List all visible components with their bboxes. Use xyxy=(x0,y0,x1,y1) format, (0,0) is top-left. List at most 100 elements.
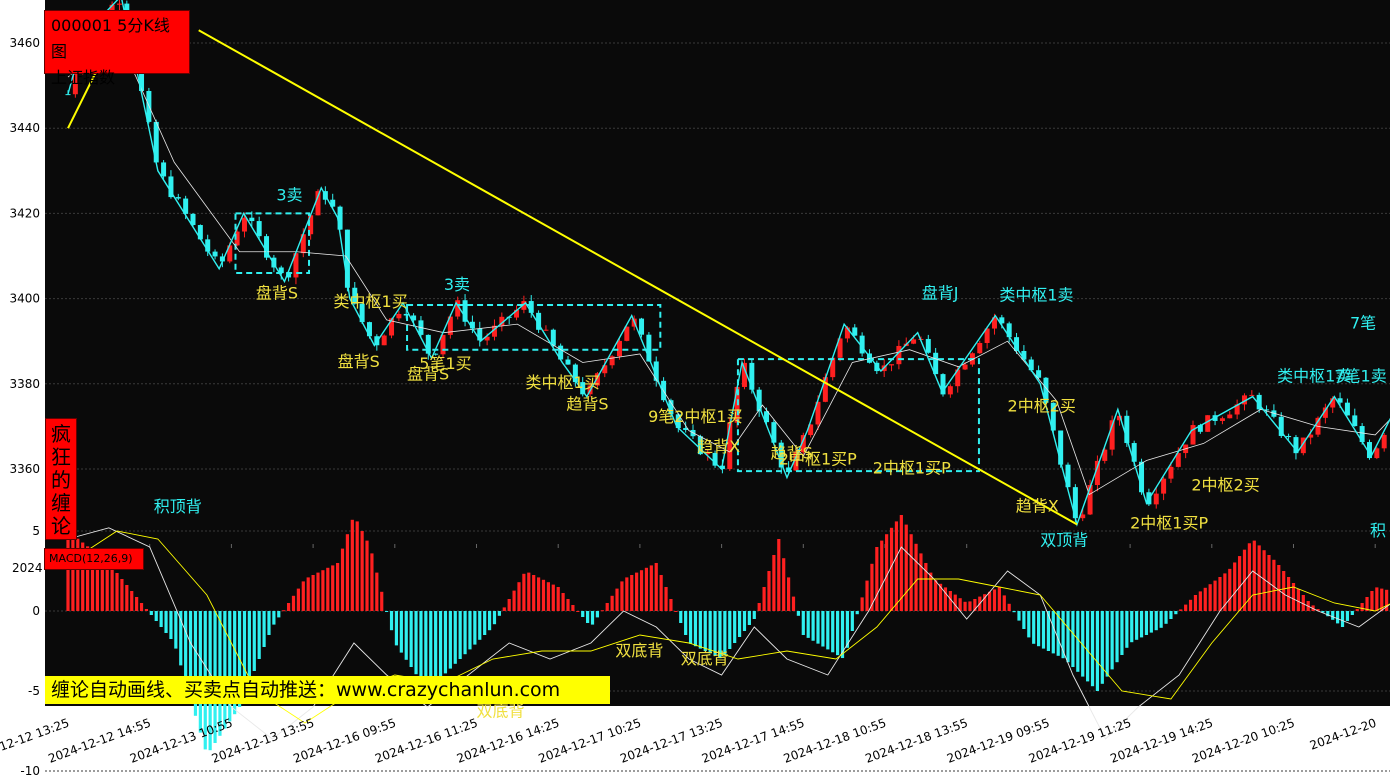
macd-histogram-bar xyxy=(424,611,428,689)
price-tick-label: 3360 xyxy=(9,462,40,476)
candle-body xyxy=(1366,442,1372,459)
candle-body xyxy=(528,301,534,313)
macd-histogram-bar xyxy=(1017,611,1021,621)
macd-histogram-bar xyxy=(434,611,438,683)
macd-histogram-bar xyxy=(904,524,908,611)
candle-body xyxy=(469,321,475,329)
macd-histogram-bar xyxy=(811,611,815,641)
candle-body xyxy=(264,236,270,258)
candle-body xyxy=(359,303,365,323)
candle-body xyxy=(991,317,997,329)
macd-histogram-bar xyxy=(360,531,364,611)
candle-body xyxy=(697,436,703,455)
macd-histogram-bar xyxy=(806,611,810,638)
macd-histogram-bar xyxy=(517,582,521,611)
macd-histogram-bar xyxy=(125,585,129,611)
macd-histogram-bar xyxy=(630,575,634,611)
macd-histogram-bar xyxy=(1022,611,1026,629)
macd-histogram-bar xyxy=(1252,540,1256,611)
macd-histogram-bar xyxy=(703,611,707,651)
macd-histogram-bar xyxy=(1174,611,1178,615)
candle-body xyxy=(683,428,689,430)
price-tick-label: 3440 xyxy=(9,121,40,135)
macd-histogram-bar xyxy=(919,553,923,611)
candle-body xyxy=(977,343,983,354)
macd-histogram-bar xyxy=(350,519,354,611)
candle-body xyxy=(822,377,828,402)
signal-annotation: 2中枢1买P xyxy=(779,450,857,469)
signal-annotation: 7笔 xyxy=(1350,313,1376,332)
candle-body xyxy=(411,315,417,321)
macd-histogram-bar xyxy=(590,611,595,625)
macd-histogram-bar xyxy=(448,611,452,669)
macd-histogram-bar xyxy=(1237,556,1242,611)
macd-histogram-bar xyxy=(600,610,604,612)
macd-histogram-bar xyxy=(816,611,820,644)
candle-body xyxy=(168,176,174,198)
macd-histogram-bar xyxy=(1130,611,1134,643)
macd-histogram-bar xyxy=(443,611,448,674)
macd-histogram-bar xyxy=(1125,611,1129,648)
macd-histogram-bar xyxy=(924,563,928,611)
candle-body xyxy=(609,356,615,366)
macd-histogram-bar xyxy=(252,611,256,671)
macd-histogram-bar xyxy=(1120,611,1124,655)
macd-histogram-bar xyxy=(95,554,100,611)
macd-histogram-bar xyxy=(468,611,472,650)
candle-body xyxy=(984,328,990,344)
chart-period: 5分K线图 xyxy=(51,16,170,61)
signal-annotation: 3卖 xyxy=(276,186,302,205)
signal-annotation: 类中枢1卖 xyxy=(999,286,1073,305)
macd-histogram-bar xyxy=(654,563,658,611)
macd-histogram-bar xyxy=(747,611,751,625)
candle-body xyxy=(793,452,799,471)
candle-body xyxy=(852,327,858,336)
macd-histogram-bar xyxy=(286,603,291,611)
candle-body xyxy=(514,309,520,318)
macd-histogram-bar xyxy=(1321,611,1325,613)
macd-histogram-bar xyxy=(875,547,879,611)
macd-histogram-bar xyxy=(605,603,609,611)
macd-histogram-bar xyxy=(184,611,188,683)
candle-body xyxy=(543,329,549,331)
macd-histogram-bar xyxy=(1081,611,1085,677)
candle-body xyxy=(1205,415,1211,432)
candle-body xyxy=(447,316,453,335)
candle-body xyxy=(337,206,343,230)
macd-histogram-bar xyxy=(576,611,580,612)
macd-histogram-bar xyxy=(71,534,75,611)
macd-histogram-bar xyxy=(1198,591,1202,611)
macd-histogram-bar xyxy=(1355,609,1359,611)
macd-histogram-bar xyxy=(1071,611,1075,667)
macd-histogram-bar xyxy=(522,573,526,611)
price-grid xyxy=(45,42,1390,548)
macd-histogram-bar xyxy=(120,579,124,611)
macd-histogram-bar xyxy=(1365,597,1369,611)
macd-histogram-bar xyxy=(105,561,109,611)
candle-body xyxy=(859,335,865,354)
signal-annotation: 2中枢2买 xyxy=(1191,475,1259,494)
macd-histogram-bar xyxy=(453,611,457,664)
candle-body xyxy=(1175,453,1181,467)
macd-histogram-bar xyxy=(365,540,369,611)
candle-body xyxy=(580,382,586,395)
macd-histogram-bar xyxy=(1385,589,1389,611)
macd-annotation: 双底背 xyxy=(477,702,525,721)
macd-histogram-bar xyxy=(801,611,805,635)
candle-body xyxy=(433,353,439,355)
macd-histogram-bar xyxy=(1286,577,1291,611)
macd-histogram-bar xyxy=(331,565,335,611)
macd-histogram-bar xyxy=(831,611,835,653)
candle-body xyxy=(1249,394,1255,396)
macd-histogram-bar xyxy=(1095,611,1100,691)
candle-body xyxy=(521,301,527,310)
candle-body xyxy=(1352,415,1358,427)
macd-histogram-bar xyxy=(487,611,492,631)
macd-histogram-bar xyxy=(1115,611,1119,663)
candle-body xyxy=(1227,414,1233,419)
macd-annotation: 双底背 xyxy=(681,649,729,668)
promo-banner[interactable]: 缠论自动画线、买卖点自动推送：www.crazychanlun.com xyxy=(45,676,610,704)
macd-histogram-bar xyxy=(394,611,399,646)
candle-body xyxy=(1293,437,1299,454)
